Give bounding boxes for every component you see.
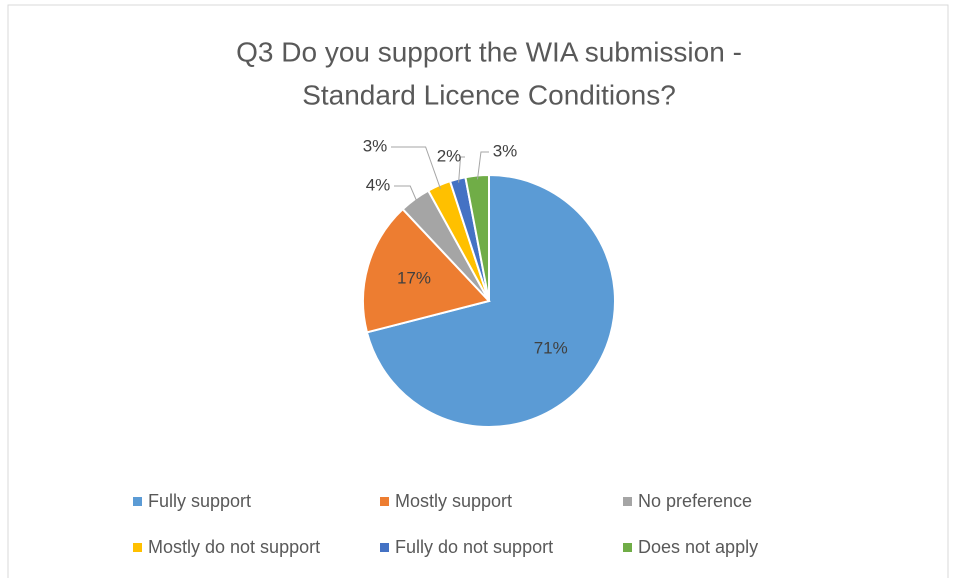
legend-label: Fully do not support (395, 537, 553, 557)
legend-label: Fully support (148, 491, 251, 511)
pie-slice (365, 173, 616, 428)
data-label: 3% (493, 141, 518, 160)
chart-title: Standard Licence Conditions? (302, 79, 676, 110)
leader-line (458, 156, 465, 183)
data-label: 71% (534, 338, 568, 357)
legend-swatch (623, 543, 632, 552)
data-label: 2% (437, 146, 462, 165)
leader-line (477, 151, 489, 180)
legend-swatch (380, 543, 389, 552)
legend-swatch (133, 497, 142, 506)
legend-label: Mostly do not support (148, 537, 320, 557)
legend-label: Mostly support (395, 491, 512, 511)
legend-label: No preference (638, 491, 752, 511)
pie-slice (362, 207, 491, 334)
legend-swatch (133, 543, 142, 552)
pie-slice (464, 173, 490, 302)
leader-line (394, 185, 418, 203)
data-label: 17% (397, 269, 431, 288)
data-label: 3% (363, 136, 388, 155)
legend-swatch (623, 497, 632, 506)
legend-label: Does not apply (638, 537, 758, 557)
legend-swatch (380, 497, 389, 506)
chart-title: Q3 Do you support the WIA submission - (236, 36, 742, 67)
leader-line (391, 146, 441, 189)
data-label: 4% (366, 175, 391, 194)
